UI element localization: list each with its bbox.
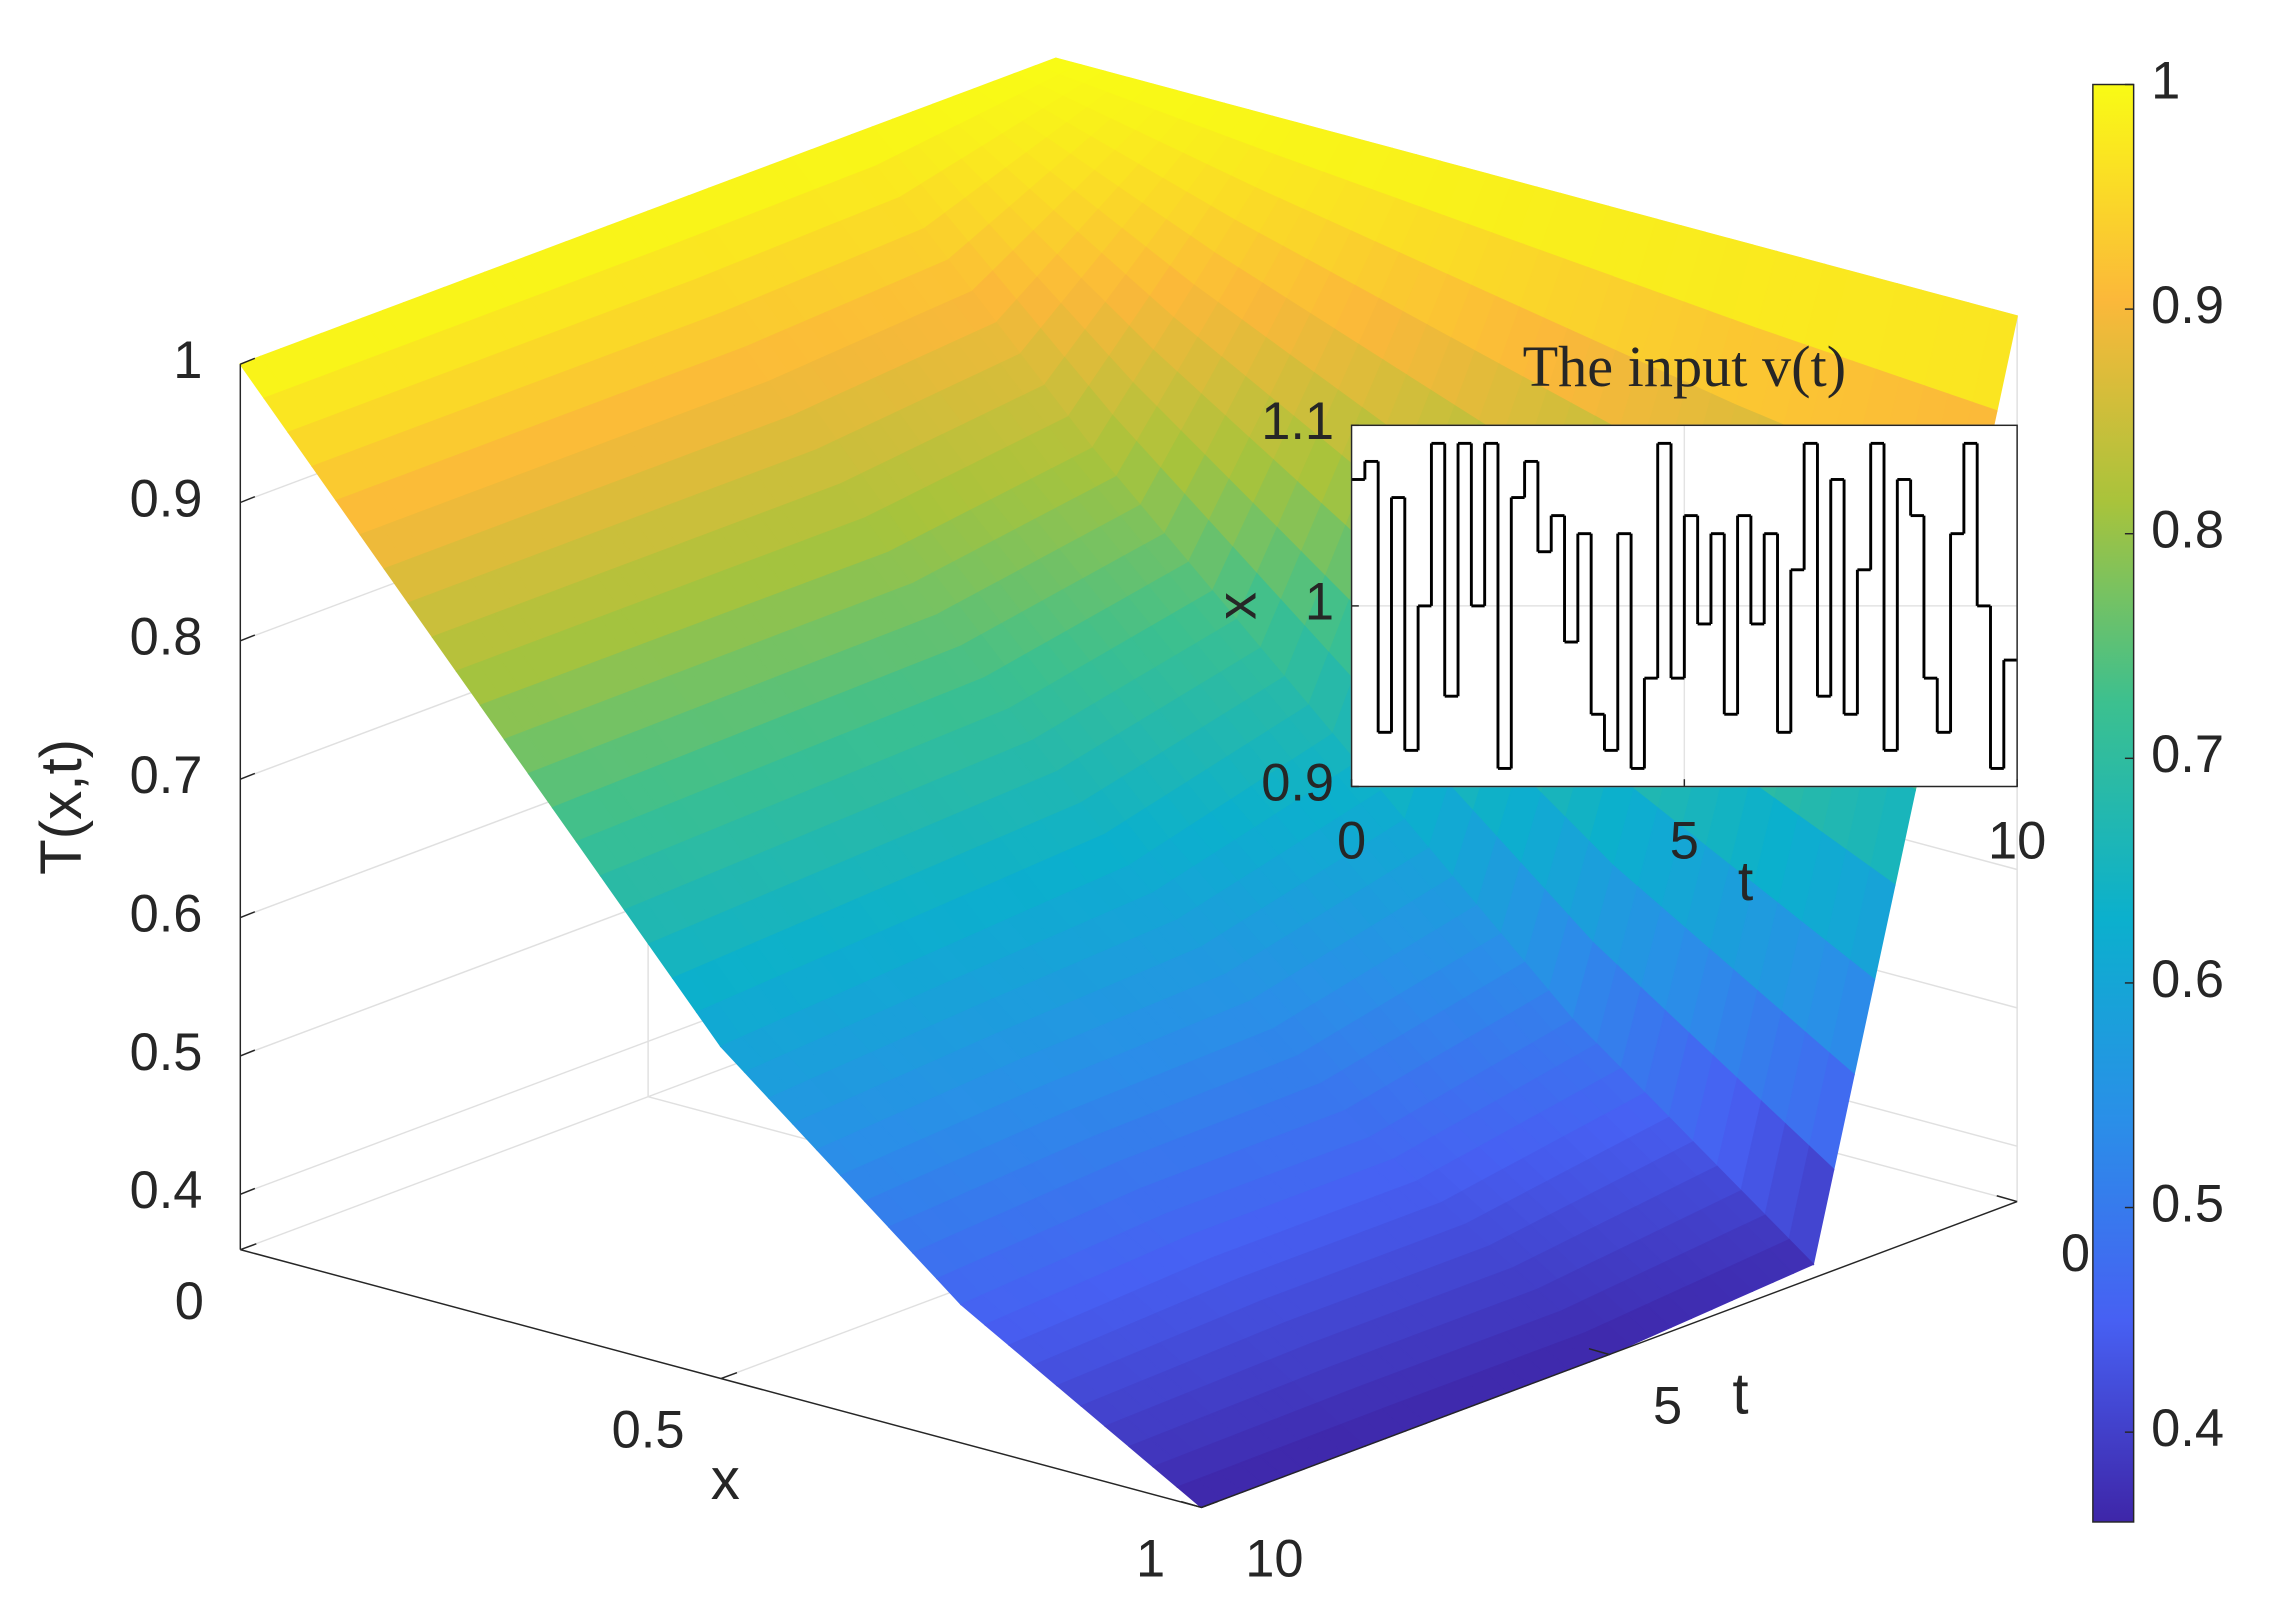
t-axis-label: t xyxy=(1732,1362,1748,1427)
z-tick-label: 0.6 xyxy=(130,885,203,943)
x-tick xyxy=(240,1243,257,1251)
z-axis-label: T(x,t) xyxy=(29,739,94,875)
z-tick xyxy=(240,1187,256,1195)
colorbar-tick-label: 0.9 xyxy=(2151,277,2224,335)
colorbar-tick-label: 1 xyxy=(2151,52,2180,110)
x-tick-label: 0 xyxy=(1337,813,1366,871)
x-tick-label: 10 xyxy=(1988,813,2046,871)
t-tick xyxy=(1996,1195,2018,1203)
x-tick-label: 0 xyxy=(175,1273,204,1331)
inset-title: The input v(t) xyxy=(1523,334,1847,399)
inset-y-label: x xyxy=(1205,592,1267,620)
colorbar-tick-label: 0.6 xyxy=(2151,951,2224,1009)
y-tick-label: 1 xyxy=(1305,574,1334,632)
z-tick-label: 0.7 xyxy=(130,747,203,805)
colorbar-tick-label: 0.8 xyxy=(2151,502,2224,560)
z-tick-label: 0.4 xyxy=(130,1162,203,1220)
z-tick xyxy=(240,911,256,919)
x-tick xyxy=(1201,1500,1218,1509)
x-tick-label: 5 xyxy=(1670,813,1699,871)
t-tick xyxy=(1588,1347,1610,1356)
inset-x-label: t xyxy=(1738,850,1753,912)
x-tick-label: 1 xyxy=(1136,1531,1165,1589)
y-tick-label: 0.9 xyxy=(1261,754,1334,812)
z-tick-label: 0.9 xyxy=(130,470,203,528)
z-tick-label: 0.8 xyxy=(130,609,203,667)
x-tick-label: 0.5 xyxy=(612,1402,685,1460)
t-tick xyxy=(1180,1500,1202,1509)
x-tick xyxy=(720,1372,738,1380)
x-axis-label: x xyxy=(711,1447,740,1512)
z-tick-label: 0.5 xyxy=(130,1024,203,1082)
t-tick-label: 5 xyxy=(1653,1378,1682,1436)
z-tick-label: 1 xyxy=(173,332,202,390)
colorbar-tick-label: 0.7 xyxy=(2151,726,2224,784)
z-tick xyxy=(240,1049,256,1057)
z-tick xyxy=(240,772,256,780)
colorbar xyxy=(2092,83,2135,1523)
y-tick-label: 1.1 xyxy=(1261,393,1334,451)
colorbar-tick-label: 0.5 xyxy=(2151,1175,2224,1233)
colorbar-tick-label: 0.4 xyxy=(2151,1400,2224,1458)
t-tick-label: 0 xyxy=(2061,1225,2090,1283)
z-tick xyxy=(240,495,256,504)
z-tick xyxy=(240,634,256,642)
z-tick xyxy=(240,357,256,365)
t-tick-label: 10 xyxy=(1245,1531,1303,1589)
